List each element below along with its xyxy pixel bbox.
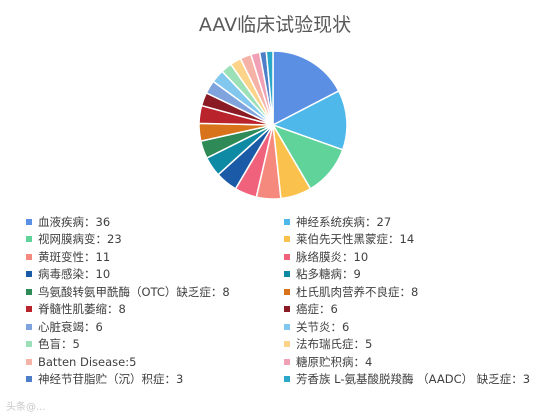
legend-label: 神经节苷脂贮（沉）积症：3 [38,372,184,387]
pie-slice [265,50,274,126]
legend-label: 心脏衰竭：6 [38,319,103,334]
legend-item: 粘多糖病：9 [284,266,546,284]
legend-item: 关节炎：6 [284,318,546,336]
legend-swatch [284,306,290,313]
legend-label: 鸟氨酸转氨甲酰酶（OTC）缺乏症：8 [38,284,230,299]
legend-label: 关节炎：6 [296,319,350,334]
legend-label: 芳香族 L-氨基酸脱羧酶 （AADC） 缺乏症：3 [296,372,531,387]
legend-label: 莱伯先天性黑蒙症：14 [296,232,415,247]
legend-swatch [26,306,32,313]
legend-label: 脊髓性肌萎缩：8 [38,302,126,317]
legend-item: 视网膜病变：23 [26,231,284,249]
legend-swatch [284,218,290,225]
legend-swatch [284,236,290,243]
legend-label: 粘多糖病：9 [296,267,361,282]
legend-swatch [26,288,32,295]
legend-item: 神经节苷脂贮（沉）积症：3 [26,371,284,389]
legend-label: 癌症：6 [296,302,338,317]
pie-chart [198,50,348,200]
legend-label: Batten Disease:5 [38,354,137,369]
legend-swatch [26,271,32,278]
legend-label: 黄斑变性：11 [38,249,111,264]
legend-item: 脉络膜炎：10 [284,248,546,266]
legend-item: 莱伯先天性黑蒙症：14 [284,231,546,249]
legend-swatch [26,218,32,225]
legend-item: 血液疾病：36 [26,213,284,231]
legend-item: 鸟氨酸转氨甲酰酶（OTC）缺乏症：8 [26,283,284,301]
legend-item: Batten Disease:5 [26,353,284,371]
legend-swatch [26,341,32,348]
legend-swatch [284,271,290,278]
legend-swatch [284,341,290,348]
legend-swatch [26,253,32,260]
legend-item: 黄斑变性：11 [26,248,284,266]
legend-swatch [26,358,32,365]
pie-slice [271,89,348,151]
legend-label: 血液疾病：36 [38,214,111,229]
legend-swatch [26,236,32,243]
legend-item: 癌症：6 [284,301,546,319]
legend-swatch [284,376,290,383]
legend-label: 脉络膜炎：10 [296,249,369,264]
legend-swatch [284,323,290,330]
chart-legend: 血液疾病：36 神经系统疾病：27 视网膜病变：23 莱伯先天性黑蒙症：14 黄斑变性：… [26,213,546,388]
legend-label: 糖原贮积病：4 [296,354,373,369]
legend-item: 法布瑞氏症：5 [284,336,546,354]
legend-swatch [284,358,290,365]
legend-label: 病毒感染：10 [38,267,111,282]
legend-label: 色盲：5 [38,337,80,352]
legend-item: 病毒感染：10 [26,266,284,284]
legend-swatch [284,288,290,295]
legend-swatch [284,253,290,260]
legend-label: 视网膜病变：23 [38,232,122,247]
legend-item: 神经系统疾病：27 [284,213,546,231]
legend-swatch [26,323,32,330]
watermark: 头条@... [6,402,46,413]
legend-item: 芳香族 L-氨基酸脱羧酶 （AADC） 缺乏症：3 [284,371,546,389]
legend-label: 杜氏肌肉营养不良症：8 [296,284,419,299]
legend-item: 糖原贮积病：4 [284,353,546,371]
legend-item: 杜氏肌肉营养不良症：8 [284,283,546,301]
legend-label: 法布瑞氏症：5 [296,337,373,352]
legend-item: 心脏衰竭：6 [26,318,284,336]
pie-slice [272,50,340,127]
legend-item: 脊髓性肌萎缩：8 [26,301,284,319]
legend-item: 色盲：5 [26,336,284,354]
chart-title: AAV临床试验现状 [198,14,352,36]
legend-swatch [26,376,32,383]
legend-label: 神经系统疾病：27 [296,214,392,229]
